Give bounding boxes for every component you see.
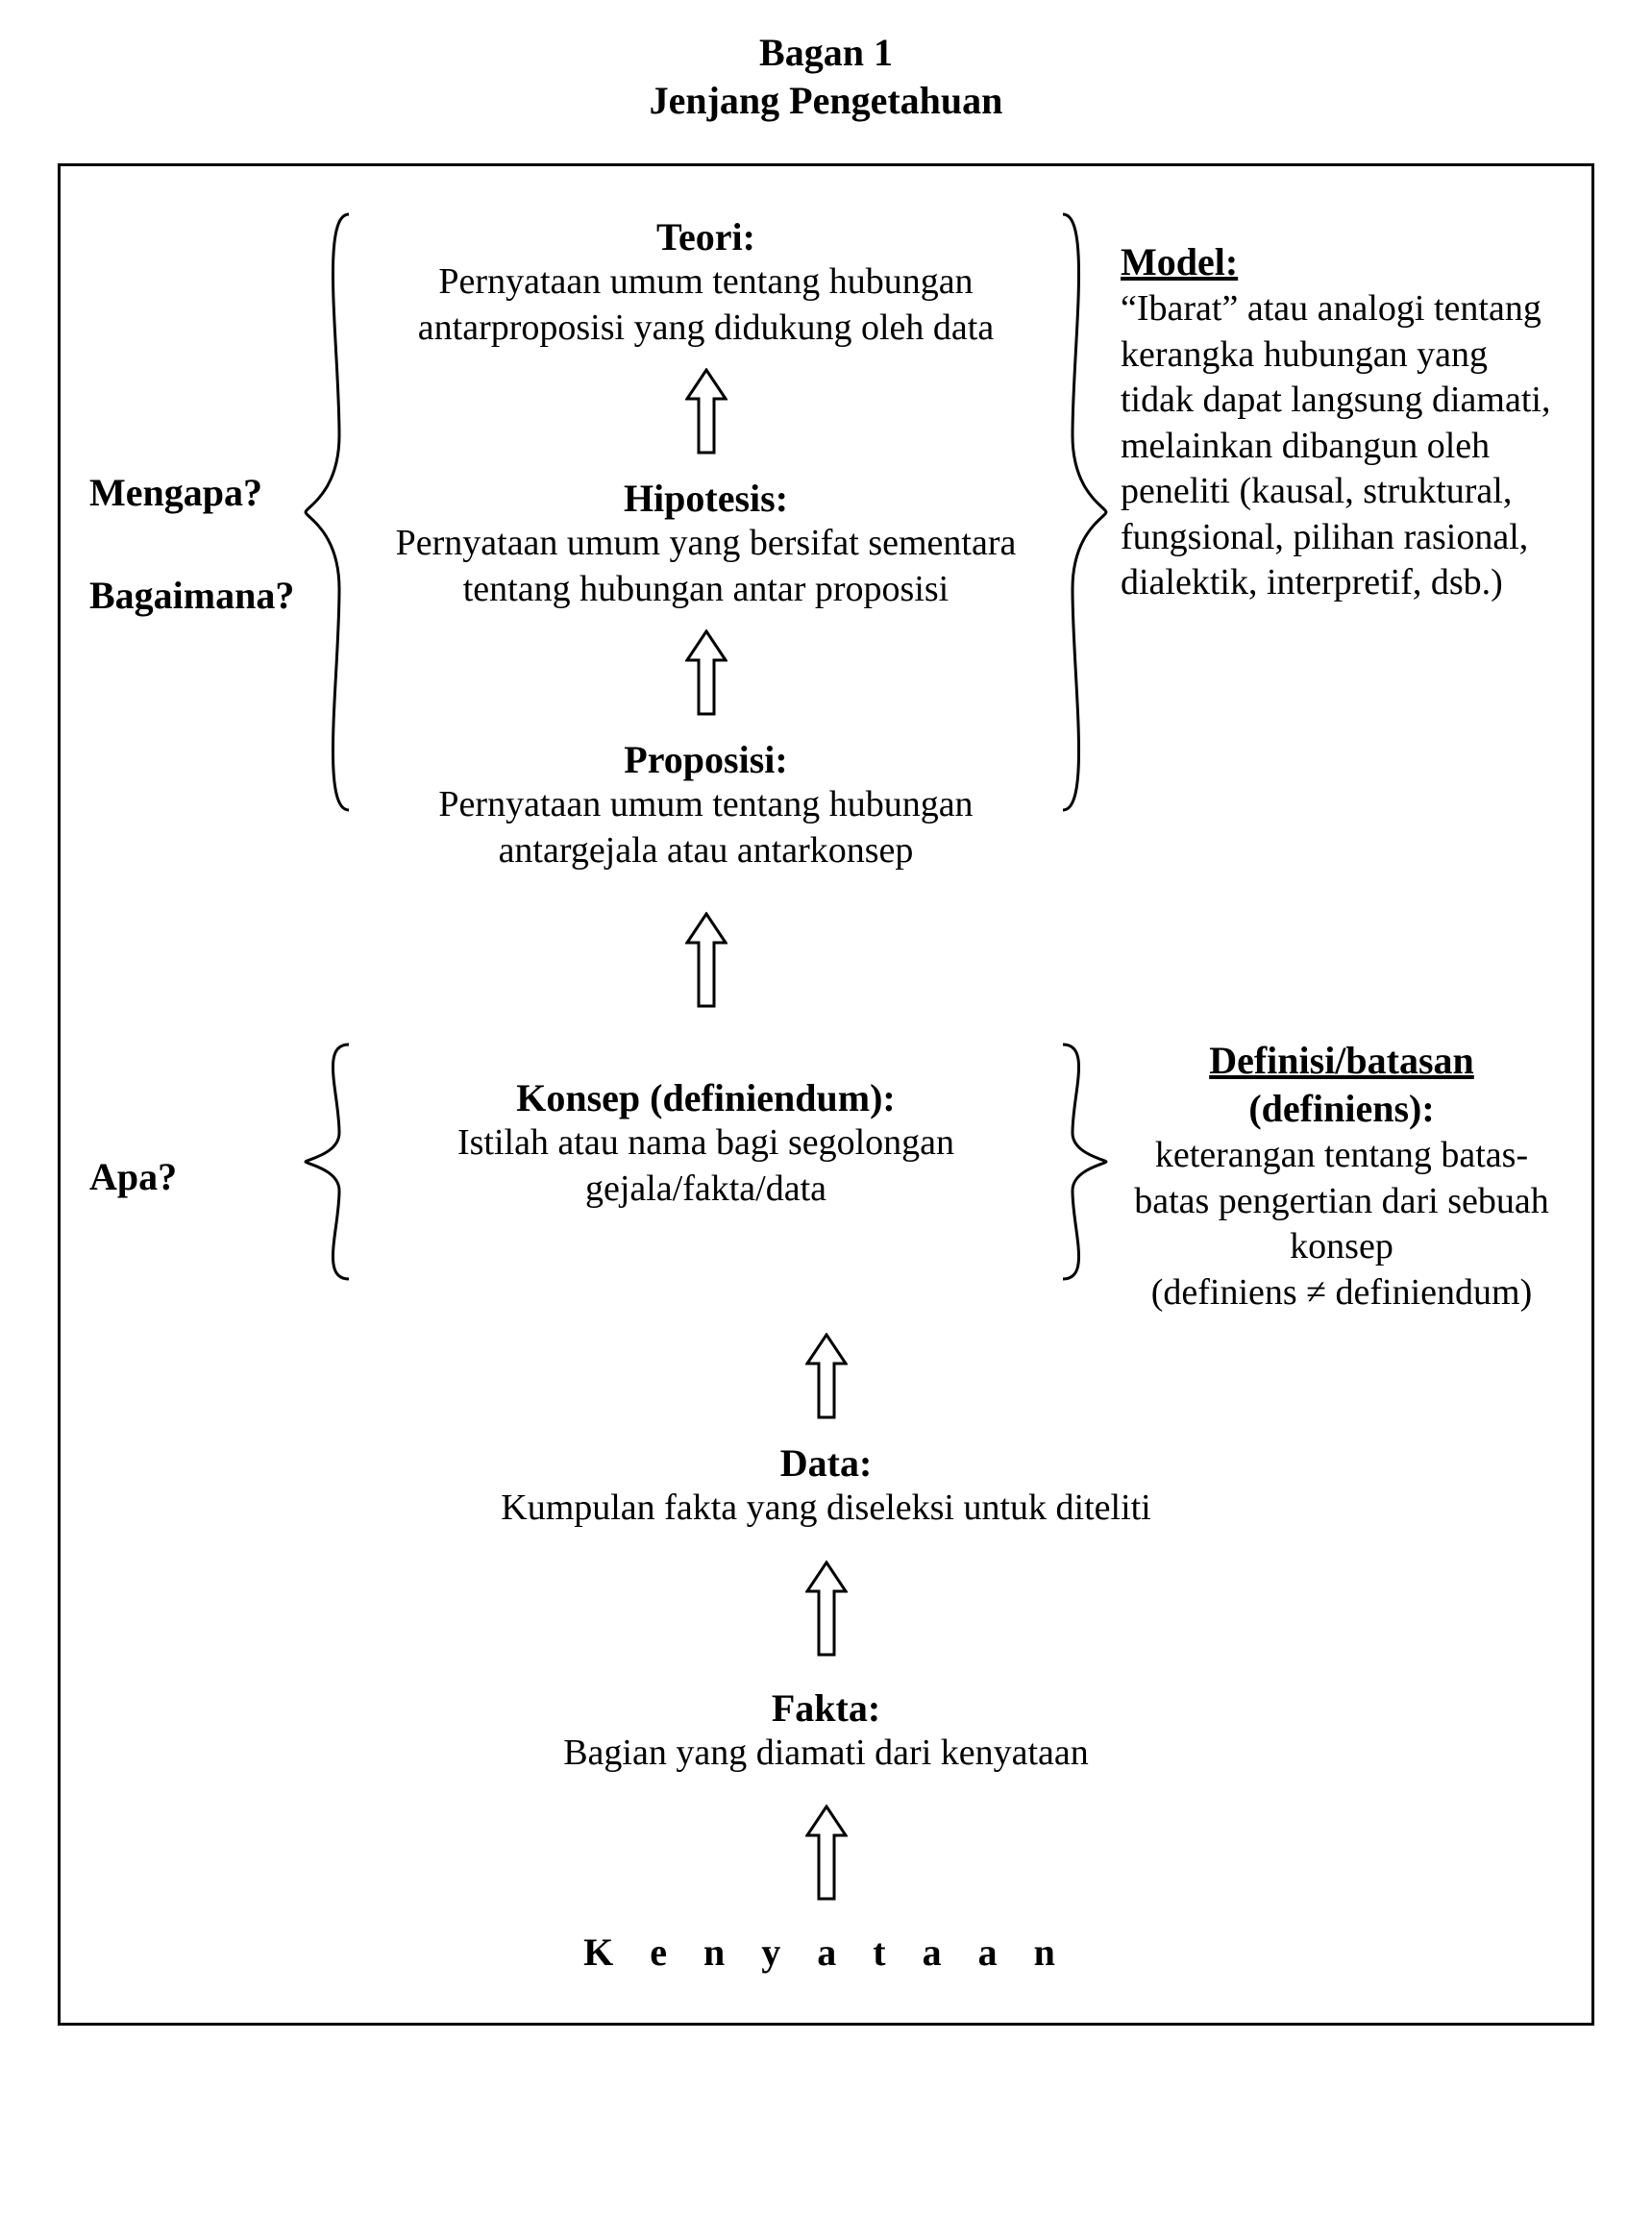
right-model: Model: “Ibarat” atau analogi tentang ker… bbox=[1111, 205, 1563, 883]
data-body: Kumpulan fakta yang diseleksi untuk dite… bbox=[89, 1486, 1563, 1532]
level-kenyataan: K e n y a t a a n bbox=[89, 1930, 1563, 1975]
up-arrow-icon bbox=[805, 1561, 848, 1657]
up-arrow-icon bbox=[685, 368, 727, 455]
definisi-note: (definiens ≠ definiendum) bbox=[1121, 1270, 1563, 1316]
up-arrow-icon bbox=[805, 1805, 848, 1901]
center-upper: Teori: Pernyataan umum tentang hubungan … bbox=[358, 205, 1053, 883]
arrow-3 bbox=[358, 629, 1053, 716]
arrow-4 bbox=[358, 368, 1053, 455]
teori-body: Pernyataan umum tentang hubungan antarpr… bbox=[358, 259, 1053, 351]
curly-brace-right-icon bbox=[1053, 1037, 1111, 1287]
up-arrow-icon bbox=[805, 1333, 848, 1419]
hipotesis-title: Hipotesis: bbox=[358, 476, 1053, 521]
curly-brace-right-icon bbox=[1053, 205, 1111, 820]
definisi-body: keterangan tentang batas-batas pengertia… bbox=[1121, 1133, 1563, 1270]
arrow-0 bbox=[89, 1805, 1563, 1901]
proposisi-body: Pernyataan umum tentang hubungan antarge… bbox=[358, 782, 1053, 873]
left-question-apa-col: Apa? bbox=[89, 1037, 301, 1315]
fakta-body: Bagian yang diamati dari kenyataan bbox=[89, 1731, 1563, 1777]
title-line-2: Jenjang Pengetahuan bbox=[58, 77, 1594, 125]
teori-title: Teori: bbox=[358, 214, 1053, 259]
model-title: Model: bbox=[1121, 238, 1563, 286]
definisi-subtitle: (definiens): bbox=[1121, 1085, 1563, 1133]
brace-right-upper bbox=[1053, 205, 1111, 883]
brace-right-middle bbox=[1053, 1037, 1111, 1315]
level-teori: Teori: Pernyataan umum tentang hubungan … bbox=[358, 214, 1053, 351]
data-title: Data: bbox=[89, 1440, 1563, 1486]
curly-brace-left-icon bbox=[301, 205, 358, 820]
arrow-2 bbox=[89, 1333, 1563, 1419]
question-mengapa: Mengapa? bbox=[89, 470, 291, 515]
brace-left-middle bbox=[301, 1037, 358, 1315]
upper-group: Mengapa? Bagaimana? Teori: Pernyataan um… bbox=[89, 205, 1563, 883]
curly-brace-left-icon bbox=[301, 1037, 358, 1287]
page: Bagan 1 Jenjang Pengetahuan Mengapa? Bag… bbox=[0, 0, 1652, 2083]
level-fakta: Fakta: Bagian yang diamati dari kenyataa… bbox=[89, 1685, 1563, 1777]
level-konsep: Konsep (definiendum): Istilah atau nama … bbox=[358, 1046, 1053, 1241]
arrow-row-2 bbox=[89, 883, 1563, 1037]
question-bagaimana: Bagaimana? bbox=[89, 573, 291, 618]
konsep-body: Istilah atau nama bagi segolongan gejala… bbox=[358, 1120, 1053, 1212]
hipotesis-body: Pernyataan umum yang bersifat sementara … bbox=[358, 521, 1053, 612]
level-hipotesis: Hipotesis: Pernyataan umum yang bersifat… bbox=[358, 476, 1053, 612]
center-middle: Konsep (definiendum): Istilah atau nama … bbox=[358, 1037, 1053, 1315]
arrow-2b bbox=[358, 912, 1053, 1008]
arrow-1 bbox=[89, 1561, 1563, 1657]
question-apa: Apa? bbox=[89, 1154, 291, 1199]
model-body: “Ibarat” atau analogi tentang kerangka h… bbox=[1121, 286, 1563, 606]
diagram-frame: Mengapa? Bagaimana? Teori: Pernyataan um… bbox=[58, 163, 1594, 2026]
title-line-1: Bagan 1 bbox=[58, 29, 1594, 77]
level-proposisi: Proposisi: Pernyataan umum tentang hubun… bbox=[358, 737, 1053, 873]
up-arrow-icon bbox=[685, 629, 727, 716]
bottom-group: Data: Kumpulan fakta yang diseleksi untu… bbox=[89, 1333, 1563, 1975]
brace-left-upper bbox=[301, 205, 358, 883]
proposisi-title: Proposisi: bbox=[358, 737, 1053, 782]
definisi-title: Definisi/batasan bbox=[1121, 1037, 1563, 1085]
fakta-title: Fakta: bbox=[89, 1685, 1563, 1731]
konsep-title: Konsep (definiendum): bbox=[358, 1075, 1053, 1120]
level-data: Data: Kumpulan fakta yang diseleksi untu… bbox=[89, 1440, 1563, 1532]
left-questions-upper: Mengapa? Bagaimana? bbox=[89, 205, 301, 883]
right-definisi: Definisi/batasan (definiens): keterangan… bbox=[1111, 1037, 1563, 1315]
middle-group: Apa? Konsep (definiendum): Istilah atau … bbox=[89, 1037, 1563, 1315]
diagram-title: Bagan 1 Jenjang Pengetahuan bbox=[58, 29, 1594, 125]
up-arrow-icon bbox=[685, 912, 727, 1008]
